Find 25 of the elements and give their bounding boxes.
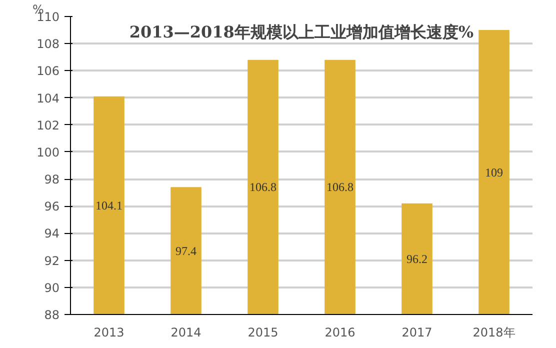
data-label: 109 <box>485 165 503 180</box>
data-label: 106.8 <box>250 180 276 194</box>
x-tick-label: 2017 <box>402 326 432 340</box>
chart-title: 2013—2018年规模以上工业增加值增长速度% <box>129 22 474 42</box>
y-tick-label: 102 <box>36 118 60 132</box>
y-tick-label: 98 <box>44 172 60 187</box>
y-tick-label: 92 <box>44 254 60 268</box>
y-tick-label: 100 <box>36 145 60 160</box>
x-tick-label: 2016 <box>324 326 356 340</box>
y-axis-title: % <box>32 2 44 16</box>
y-tick-label: 94 <box>44 226 60 241</box>
x-tick-label: 2018年 <box>472 326 516 340</box>
y-tick-label: 96 <box>44 200 60 214</box>
data-label: 96.2 <box>406 252 428 266</box>
y-tick-label: 88 <box>44 308 60 322</box>
data-label: 97.4 <box>176 244 196 258</box>
y-tick-label: 90 <box>44 280 60 295</box>
data-label: 104.1 <box>96 198 122 212</box>
y-tick-label: 108 <box>36 37 60 52</box>
y-tick-label: 104 <box>36 91 60 106</box>
x-tick-label: 2013 <box>94 326 124 340</box>
x-tick-label: 2014 <box>170 326 202 340</box>
data-label: 106.8 <box>326 180 354 194</box>
y-tick-label: 106 <box>36 64 60 78</box>
x-tick-label: 2015 <box>248 326 278 340</box>
